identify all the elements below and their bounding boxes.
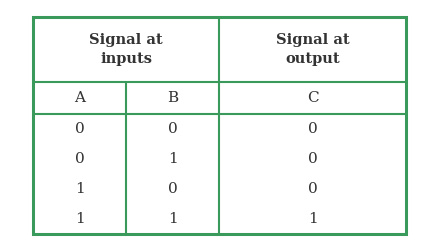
Text: 1: 1 — [307, 212, 317, 226]
Text: 0: 0 — [307, 152, 317, 166]
Text: 0: 0 — [168, 182, 177, 196]
Text: 0: 0 — [168, 122, 177, 136]
Text: 1: 1 — [168, 212, 177, 226]
Text: 0: 0 — [307, 122, 317, 136]
Text: B: B — [167, 91, 178, 105]
Text: 1: 1 — [74, 212, 84, 226]
Text: C: C — [306, 91, 318, 105]
Text: 0: 0 — [74, 152, 84, 166]
Text: 1: 1 — [74, 182, 84, 196]
Bar — [33, 17, 405, 234]
Text: 0: 0 — [307, 182, 317, 196]
Text: Signal at
inputs: Signal at inputs — [89, 33, 162, 66]
Text: Signal at
output: Signal at output — [276, 33, 349, 66]
Text: 0: 0 — [74, 122, 84, 136]
Text: A: A — [74, 91, 85, 105]
Text: 1: 1 — [168, 152, 177, 166]
